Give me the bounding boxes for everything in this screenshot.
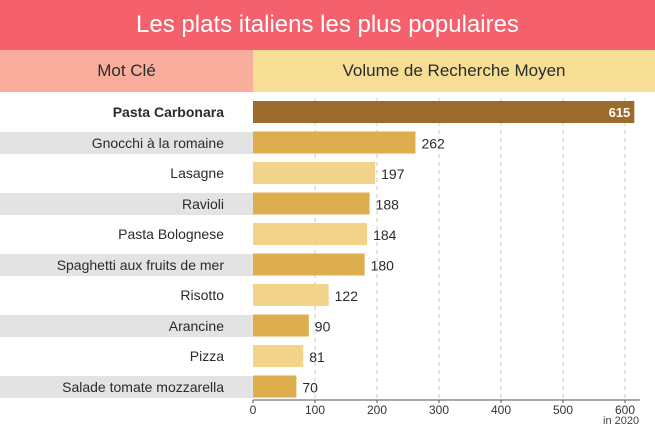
row-stripe <box>0 253 253 276</box>
x-tick-label: 0 <box>250 403 257 417</box>
x-tick-label: 500 <box>553 403 573 417</box>
data-label: 81 <box>309 349 325 365</box>
category-label: Gnocchi à la romaine <box>91 134 224 151</box>
bar <box>253 345 304 367</box>
category-label: Spaghetti aux fruits de mer <box>56 256 224 273</box>
category-label: Salade tomate mozzarella <box>62 378 224 395</box>
category-label: Risotto <box>180 287 224 303</box>
data-label: 615 <box>609 105 631 120</box>
bar <box>253 162 376 184</box>
chart-title: Les plats italiens les plus populaires <box>0 0 655 50</box>
bar <box>253 314 309 337</box>
data-label: 70 <box>302 380 318 396</box>
bar <box>253 223 368 245</box>
data-label: 180 <box>371 258 395 274</box>
x-tick-label: 100 <box>305 403 325 417</box>
bar <box>253 375 297 398</box>
data-label: 90 <box>315 319 331 335</box>
category-label: Ravioli <box>181 195 224 212</box>
bar <box>253 192 370 215</box>
data-label: 184 <box>373 227 397 243</box>
x-tick-label: 400 <box>491 403 511 417</box>
bar <box>253 284 329 306</box>
row-stripe <box>0 131 253 154</box>
category-label: Pasta Carbonara <box>112 104 224 120</box>
row-stripe <box>0 375 253 398</box>
data-label: 262 <box>421 136 445 152</box>
x-tick-label: 600 <box>615 403 635 417</box>
data-label: 122 <box>335 288 359 304</box>
row-stripe <box>0 314 253 337</box>
bar <box>253 131 416 154</box>
data-label: 197 <box>381 166 405 182</box>
volume-column-header: Volume de Recherche Moyen <box>253 50 655 92</box>
category-label: Pasta Bolognese <box>118 226 224 242</box>
footnote: in 2020 <box>603 415 640 427</box>
x-tick-label: 200 <box>367 403 387 417</box>
category-label: Arancine <box>168 317 224 334</box>
x-tick-label: 300 <box>429 403 449 417</box>
bar <box>253 253 365 276</box>
data-label: 188 <box>376 197 400 213</box>
category-label: Lasagne <box>170 165 224 181</box>
category-label: Pizza <box>189 348 224 364</box>
row-stripe <box>0 192 253 215</box>
keyword-column-header: Mot Clé <box>0 50 253 92</box>
bar <box>253 101 635 123</box>
